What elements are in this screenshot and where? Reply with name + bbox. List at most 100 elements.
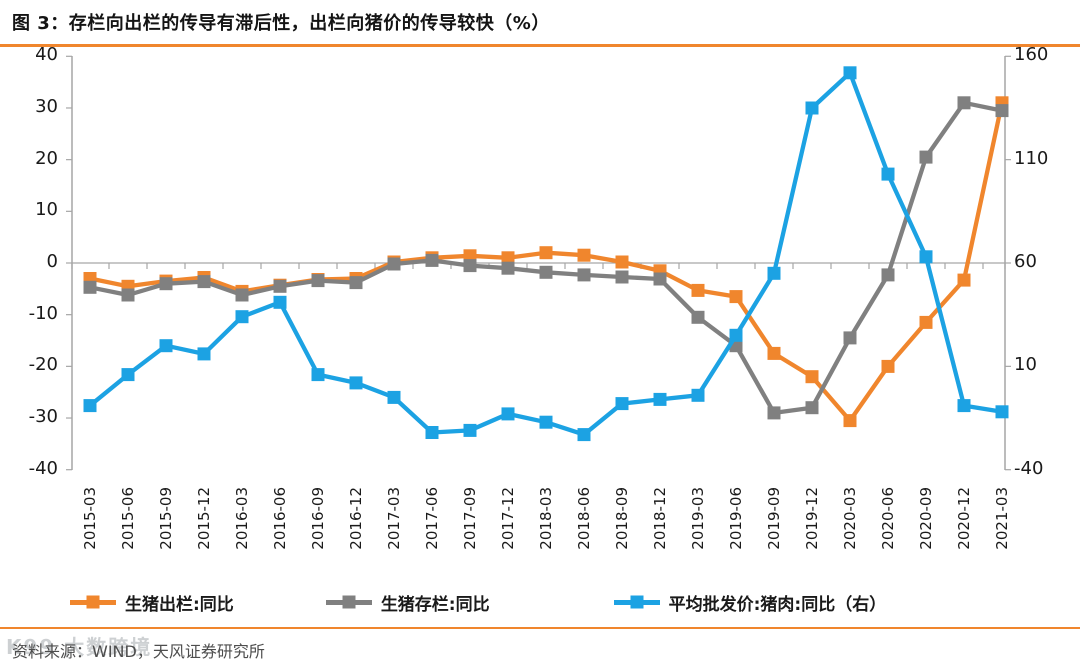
- left-axis-tick-label: 10: [35, 199, 58, 221]
- line-pork-price-yoy-marker: [387, 390, 401, 404]
- line-hog-slaughter-yoy-marker: [501, 251, 515, 265]
- x-axis-tick-label: 2015-12: [195, 487, 213, 550]
- x-axis-tick-label: 2017-12: [499, 487, 517, 550]
- line-hog-inventory-yoy-marker: [349, 276, 363, 290]
- line-hog-slaughter-yoy-marker: [463, 249, 477, 263]
- x-axis-tick-label: 2015-09: [157, 487, 175, 550]
- line-hog-inventory-yoy-marker: [197, 275, 211, 289]
- line-hog-inventory-yoy-marker: [767, 406, 781, 420]
- line-hog-slaughter-yoy: [89, 102, 1005, 423]
- line-pork-price-yoy-marker: [463, 423, 477, 437]
- line-pork-price-yoy-marker: [881, 167, 895, 181]
- line-pork-price-yoy-marker: [615, 397, 629, 411]
- line-hog-slaughter-yoy-marker: [539, 246, 553, 260]
- line-pork-price-yoy-marker: [349, 376, 363, 390]
- line-pork-price-yoy-marker: [843, 66, 857, 80]
- x-axis-tick-label: 2018-09: [613, 487, 631, 550]
- header-accent-rule: [0, 44, 1080, 47]
- line-hog-slaughter-yoy-marker: [881, 359, 895, 373]
- x-axis-tick-label: 2019-06: [727, 487, 745, 550]
- watermark: K99 大数跨境: [6, 635, 153, 659]
- x-axis-tick-label: 2018-12: [651, 487, 669, 550]
- line-hog-slaughter-yoy-marker: [615, 255, 629, 269]
- line-pork-price-yoy-marker: [83, 399, 97, 413]
- x-axis-tick-label: 2017-06: [423, 487, 441, 550]
- line-hog-inventory-yoy-marker: [615, 270, 629, 284]
- x-axis-tick-label: 2019-12: [803, 487, 821, 550]
- line-hog-inventory-yoy-marker: [577, 268, 591, 282]
- x-axis-tick-label: 2017-09: [461, 487, 479, 550]
- left-axis-tick-label: -40: [28, 457, 58, 479]
- line-hog-inventory-yoy-marker: [425, 253, 439, 267]
- line-hog-inventory-yoy-marker: [463, 259, 477, 273]
- line-pork-price-yoy-marker: [539, 415, 553, 429]
- line-pork-price-yoy-marker: [919, 250, 933, 264]
- footer-accent-rule: [0, 627, 1080, 629]
- line-hog-slaughter-yoy-marker: [843, 414, 857, 428]
- right-axis-tick-label: -40: [1014, 457, 1044, 479]
- line-pork-price-yoy-marker: [235, 310, 249, 324]
- line-hog-inventory-yoy-marker: [995, 104, 1009, 118]
- line-pork-price-yoy-marker: [995, 405, 1009, 419]
- legend-line-marker-icon: [325, 595, 372, 609]
- left-axis-tick-label: 40: [35, 44, 58, 66]
- line-hog-inventory-yoy-marker: [83, 280, 97, 294]
- left-axis-tick-label: -30: [28, 406, 58, 428]
- line-hog-inventory-yoy-marker: [919, 150, 933, 164]
- right-axis-tick-label: 10: [1014, 354, 1037, 376]
- left-axis-tick-label: 0: [46, 251, 58, 272]
- x-axis-tick-label: 2015-06: [119, 487, 137, 550]
- chart-legend: 生猪出栏:同比 生猪存栏:同比 平均批发价:猪肉:同比（右）: [0, 586, 1080, 618]
- legend-label: 平均批发价:猪肉:同比（右）: [668, 594, 887, 615]
- line-pork-price-yoy-marker: [273, 295, 287, 309]
- line-pork-price-yoy-marker: [501, 407, 515, 421]
- line-pork-price-yoy-marker: [197, 347, 211, 361]
- line-hog-inventory-yoy-marker: [843, 331, 857, 345]
- x-axis-tick-label: 2021-03: [993, 487, 1011, 550]
- line-pork-price-yoy-marker: [691, 388, 705, 402]
- line-pork-price-yoy-marker: [805, 101, 819, 115]
- line-hog-inventory-yoy-marker: [235, 288, 249, 302]
- chart-title: 图 3：存栏向出栏的传导有滞后性，出栏向猪价的传导较快（%）: [12, 13, 550, 34]
- source-note: 资料来源：WIND，天风证券研究所: [12, 642, 265, 661]
- x-axis-tick-label: 2020-03: [841, 487, 859, 550]
- line-hog-inventory-yoy-marker: [653, 272, 667, 286]
- x-axis-tick-label: 2020-12: [955, 487, 973, 550]
- line-pork-price-yoy-marker: [425, 426, 439, 439]
- x-axis-tick-label: 2018-06: [575, 487, 593, 550]
- legend-line-marker-icon: [613, 595, 660, 609]
- left-axis-tick-label: -20: [28, 354, 58, 376]
- line-pork-price-yoy-marker: [729, 328, 743, 342]
- x-axis-tick-label: 2015-03: [81, 487, 99, 550]
- line-pork-price-yoy-marker: [311, 368, 325, 382]
- left-axis-tick-label: 20: [35, 147, 58, 169]
- line-hog-inventory-yoy-marker: [691, 310, 705, 324]
- line-hog-slaughter-yoy-marker: [805, 370, 819, 384]
- chart-plot-area: [66, 55, 1011, 471]
- x-axis-tick-label: 2019-03: [689, 487, 707, 550]
- line-hog-inventory-yoy-marker: [539, 265, 553, 279]
- line-hog-inventory-yoy-marker: [159, 277, 173, 291]
- left-axis-tick-label: -10: [28, 302, 58, 324]
- line-hog-slaughter-yoy-marker: [957, 273, 971, 287]
- line-pork-price-yoy-marker: [121, 368, 135, 382]
- legend-item-pork-price: 平均批发价:猪肉:同比（右）: [613, 590, 887, 615]
- legend-label: 生猪出栏:同比: [125, 594, 234, 615]
- right-axis-tick-label: 110: [1014, 147, 1049, 169]
- line-hog-inventory-yoy-marker: [501, 261, 515, 275]
- line-hog-inventory-yoy-marker: [311, 274, 325, 288]
- x-axis-tick-label: 2018-03: [537, 487, 555, 550]
- legend-item-hog-inventory: 生猪存栏:同比: [325, 590, 490, 615]
- line-pork-price-yoy-marker: [957, 399, 971, 413]
- x-axis-tick-label: 2020-06: [879, 487, 897, 550]
- right-axis-tick-label: 160: [1014, 44, 1049, 66]
- right-axis-tick-label: 60: [1014, 251, 1037, 272]
- x-axis-tick-label: 2020-09: [917, 487, 935, 550]
- line-pork-price-yoy-marker: [159, 339, 173, 353]
- line-pork-price-yoy-marker: [577, 428, 591, 442]
- line-pork-price-yoy-marker: [767, 266, 781, 280]
- legend-line-marker-icon: [70, 595, 116, 609]
- x-axis-tick-label: 2019-09: [765, 487, 783, 550]
- line-hog-slaughter-yoy-marker: [729, 290, 743, 304]
- x-axis-tick-label: 2016-09: [309, 487, 327, 550]
